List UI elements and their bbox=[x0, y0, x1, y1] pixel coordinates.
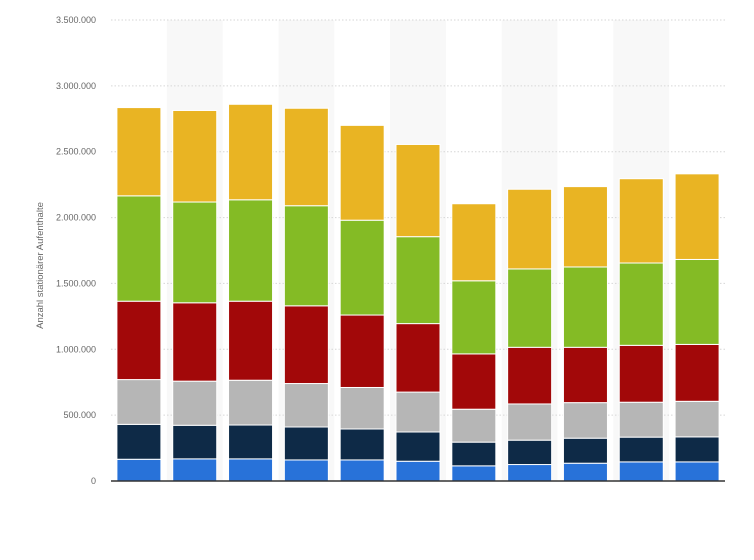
bar-segment-5 bbox=[674, 258, 720, 345]
bar-segment-3 bbox=[116, 379, 162, 425]
bar-segment-6 bbox=[507, 188, 553, 270]
bar-segment-2 bbox=[507, 439, 553, 466]
bar-segment-4 bbox=[451, 353, 497, 410]
bar-segment-6 bbox=[451, 203, 497, 282]
bar-segment-5 bbox=[451, 280, 497, 355]
bar-segment-2 bbox=[451, 441, 497, 467]
bar-segment-2 bbox=[674, 436, 720, 463]
bar-segment-1 bbox=[507, 464, 553, 482]
bar-segment-5 bbox=[507, 268, 553, 348]
bar-segment-6 bbox=[172, 109, 218, 203]
bar-segment-3 bbox=[674, 400, 720, 438]
bar-segment-3 bbox=[172, 380, 218, 426]
bar-segment-4 bbox=[283, 305, 329, 385]
y-tick-label: 500.000 bbox=[63, 410, 96, 420]
bar-stack bbox=[228, 103, 274, 482]
bar-segment-2 bbox=[395, 431, 441, 462]
bar-segment-5 bbox=[283, 205, 329, 307]
bar-segment-6 bbox=[228, 103, 274, 201]
bar-segment-1 bbox=[451, 465, 497, 482]
bar-stack bbox=[172, 109, 218, 482]
bar-segment-1 bbox=[674, 461, 720, 482]
bar-segment-5 bbox=[228, 199, 274, 302]
bar-segment-4 bbox=[395, 323, 441, 393]
bar-segment-5 bbox=[172, 201, 218, 304]
bar-segment-1 bbox=[395, 460, 441, 482]
bar-segment-1 bbox=[339, 459, 385, 482]
bar-segment-5 bbox=[562, 266, 608, 348]
bar-segment-6 bbox=[283, 107, 329, 207]
bar-segment-4 bbox=[618, 344, 664, 403]
bar-segment-6 bbox=[116, 107, 162, 197]
bar-segment-4 bbox=[507, 346, 553, 405]
bar-segment-4 bbox=[116, 300, 162, 381]
y-tick-label: 2.000.000 bbox=[56, 213, 96, 223]
bar-stacks bbox=[116, 103, 720, 482]
bar-segment-3 bbox=[395, 391, 441, 433]
y-tick-label: 3.500.000 bbox=[56, 15, 96, 25]
bar-segment-3 bbox=[562, 402, 608, 439]
bar-stack bbox=[451, 203, 497, 482]
bar-stack bbox=[618, 178, 664, 482]
bar-stack bbox=[562, 186, 608, 482]
bar-segment-6 bbox=[618, 178, 664, 264]
y-tick-label: 1.500.000 bbox=[56, 278, 96, 288]
y-axis-ticks: 0 500.000 1.000.000 1.500.000 2.000.000 2.500… bbox=[56, 15, 96, 486]
bar-segment-6 bbox=[674, 173, 720, 260]
bar-stack bbox=[116, 107, 162, 482]
bar-segment-3 bbox=[339, 386, 385, 430]
bar-segment-5 bbox=[395, 236, 441, 325]
bar-segment-3 bbox=[618, 401, 664, 438]
bar-segment-5 bbox=[618, 262, 664, 346]
bar-segment-1 bbox=[172, 458, 218, 482]
bar-segment-1 bbox=[228, 458, 274, 482]
bar-segment-6 bbox=[339, 124, 385, 221]
bar-segment-2 bbox=[339, 428, 385, 461]
bar-segment-1 bbox=[283, 459, 329, 482]
bar-segment-2 bbox=[618, 436, 664, 463]
bar-segment-4 bbox=[562, 346, 608, 404]
bar-stack bbox=[507, 188, 553, 482]
bar-segment-4 bbox=[339, 314, 385, 388]
bar-segment-2 bbox=[283, 426, 329, 461]
bar-segment-6 bbox=[562, 186, 608, 268]
bar-segment-2 bbox=[228, 424, 274, 460]
bar-segment-2 bbox=[562, 437, 608, 464]
bar-segment-1 bbox=[116, 458, 162, 482]
y-tick-label: 3.000.000 bbox=[56, 81, 96, 91]
bar-stack bbox=[674, 173, 720, 482]
bar-segment-4 bbox=[172, 302, 218, 382]
bar-segment-1 bbox=[562, 462, 608, 482]
y-axis-title: Anzahl stationärer Aufenthalte bbox=[35, 202, 46, 329]
y-tick-label: 2.500.000 bbox=[56, 147, 96, 157]
y-tick-label: 0 bbox=[91, 476, 96, 486]
bar-segment-6 bbox=[395, 143, 441, 238]
y-tick-label: 1.000.000 bbox=[56, 344, 96, 354]
bar-segment-4 bbox=[228, 300, 274, 381]
bar-segment-3 bbox=[451, 408, 497, 443]
bar-segment-5 bbox=[339, 219, 385, 316]
bar-segment-1 bbox=[618, 461, 664, 482]
bar-stack bbox=[395, 143, 441, 482]
bar-segment-2 bbox=[172, 424, 218, 460]
bar-segment-3 bbox=[507, 403, 553, 441]
bar-segment-2 bbox=[116, 423, 162, 460]
bar-segment-3 bbox=[283, 383, 329, 428]
bar-stack bbox=[339, 124, 385, 482]
bar-stack bbox=[283, 107, 329, 482]
bar-segment-3 bbox=[228, 379, 274, 426]
bar-segment-5 bbox=[116, 195, 162, 302]
bar-segment-4 bbox=[674, 343, 720, 402]
